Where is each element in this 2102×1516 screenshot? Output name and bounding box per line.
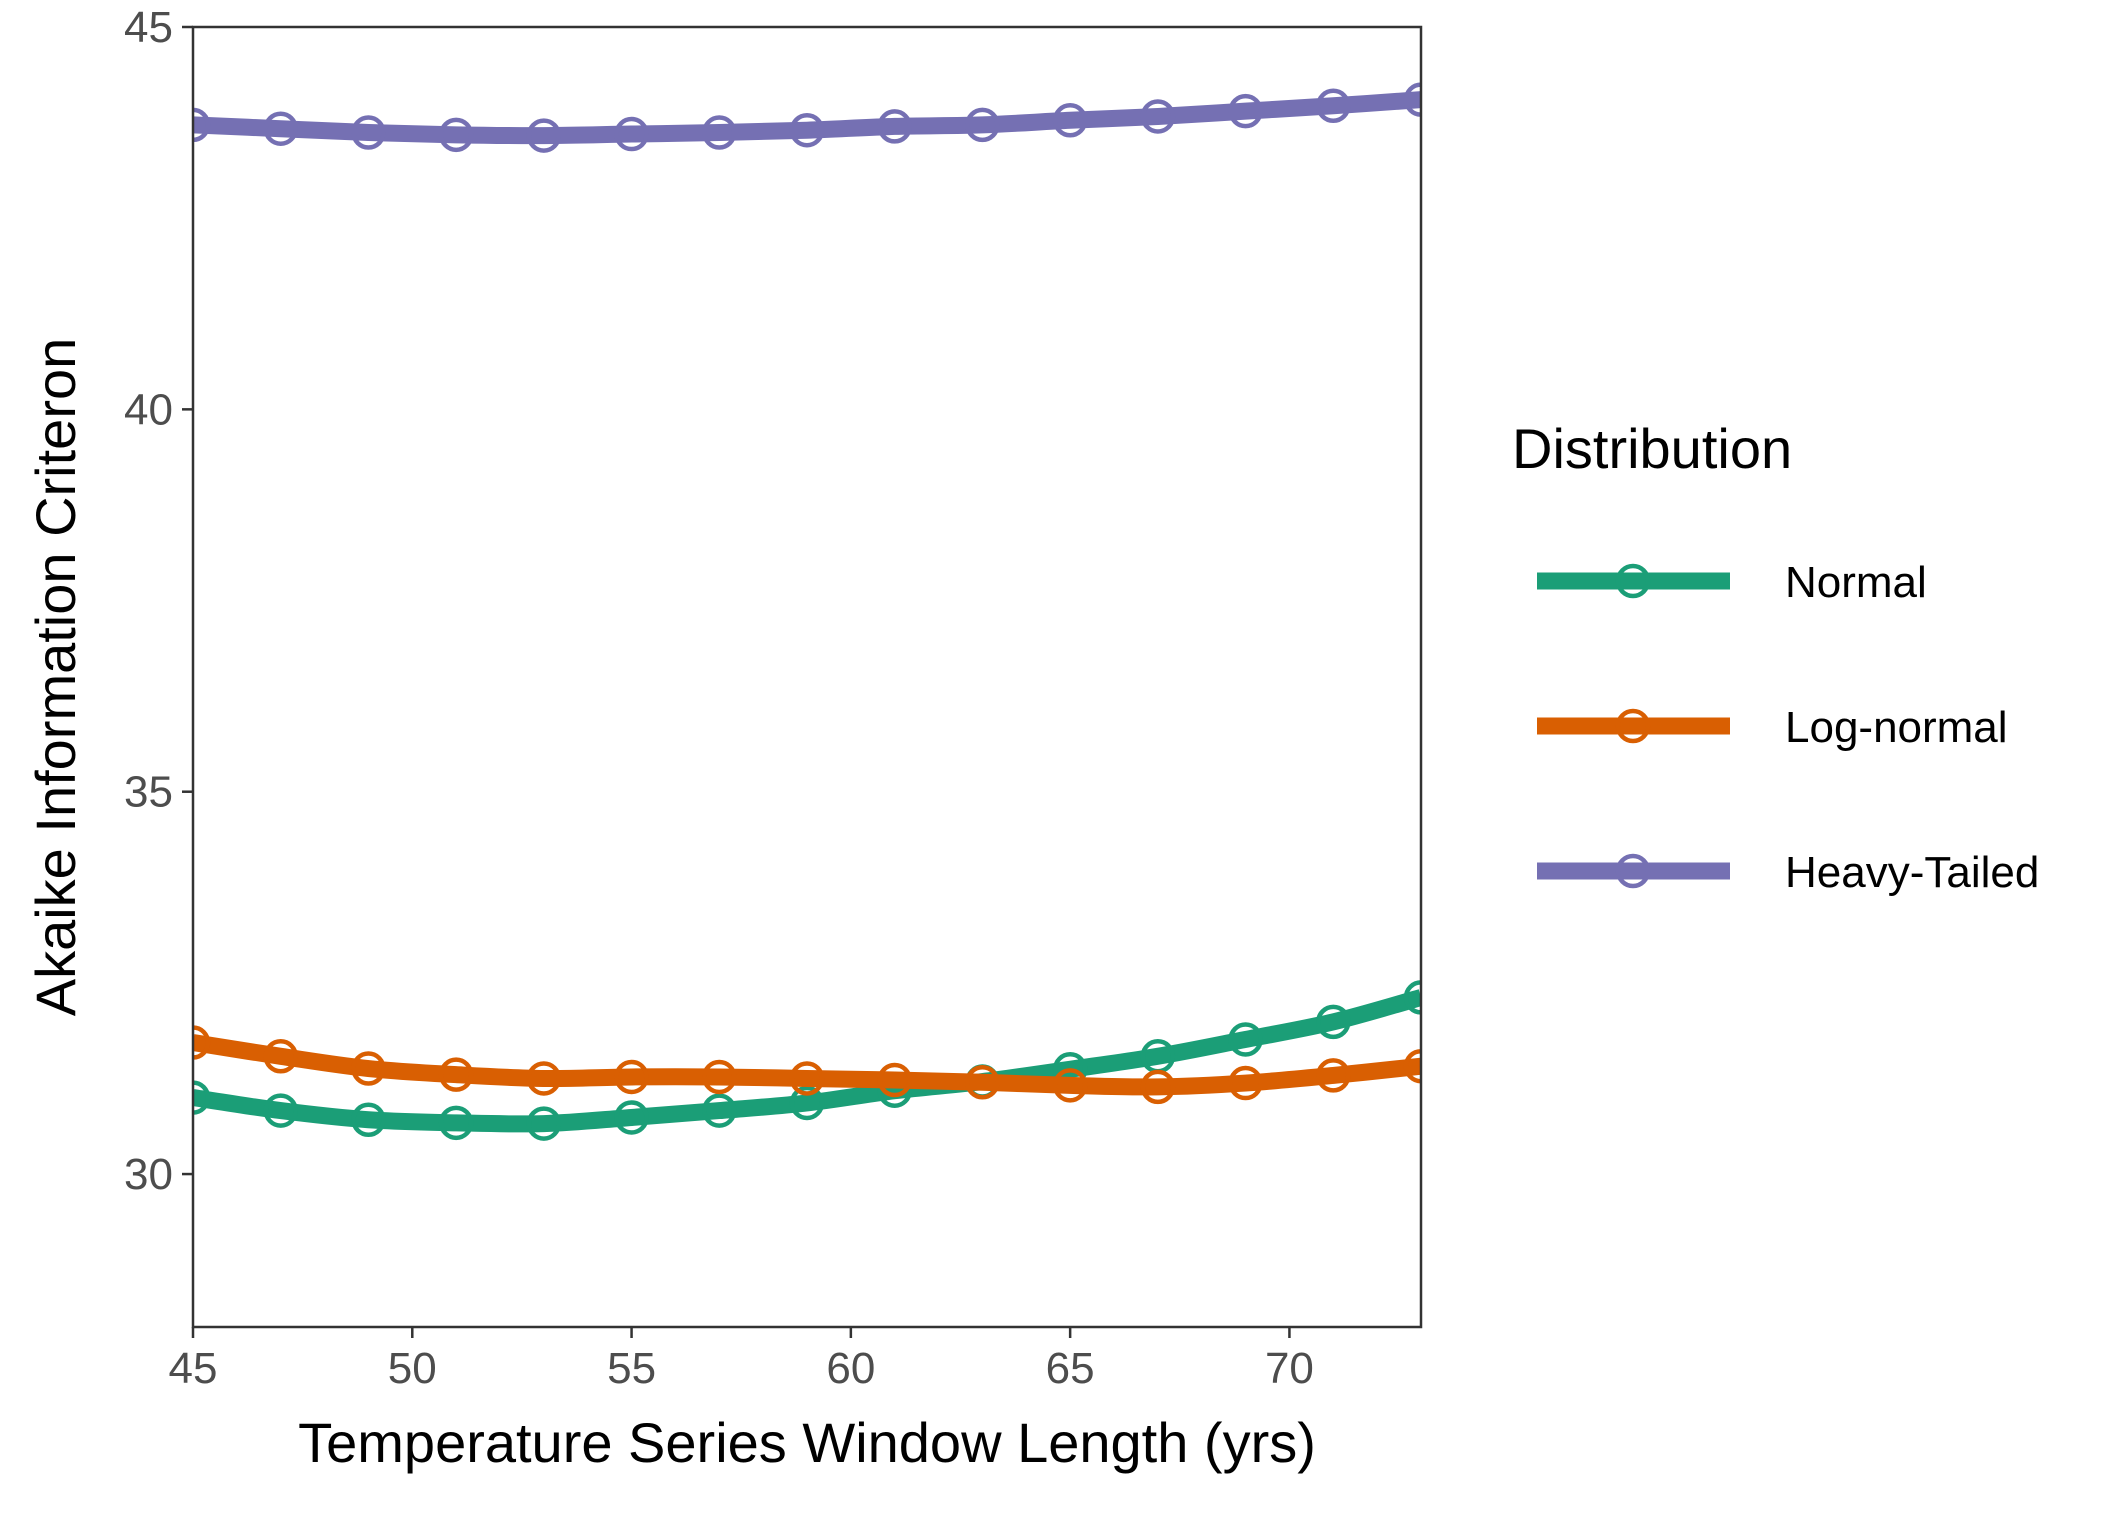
legend-label-heavy-tailed: Heavy-Tailed: [1785, 848, 2039, 897]
data-point-normal-59: [789, 1085, 825, 1121]
legend-item-log-normal: Log-normal: [1537, 703, 2008, 752]
plot-marks: [193, 82, 1421, 1141]
data-point-log-normal-61: [877, 1062, 912, 1098]
data-point-normal-55: [614, 1100, 649, 1135]
data-point-log-normal-67: [1140, 1069, 1176, 1105]
data-point-log-normal-45: [193, 1025, 211, 1060]
x-tick-label-70: 70: [1265, 1344, 1314, 1393]
legend-item-normal: Normal: [1537, 558, 1927, 607]
data-point-log-normal-65: [1052, 1068, 1088, 1103]
data-point-heavy-tailed-61: [877, 109, 912, 144]
y-tick-label-40: 40: [124, 385, 173, 434]
data-point-log-normal-53: [526, 1061, 562, 1096]
y-tick-label-35: 35: [124, 768, 173, 817]
data-point-heavy-tailed-47: [263, 111, 298, 146]
data-point-heavy-tailed-45: [193, 107, 211, 143]
legend-label-log-normal: Log-normal: [1785, 703, 2008, 752]
series-line-heavy-tailed: [193, 91, 1421, 145]
legend: Distribution Normal Log-normal Heavy-Taile…: [1512, 417, 2039, 897]
data-point-log-normal-59: [789, 1061, 825, 1096]
plot-panel-border: [191, 25, 1423, 1329]
data-point-log-normal-49: [351, 1051, 386, 1086]
data-point-heavy-tailed-51: [438, 117, 474, 153]
x-tick-label-65: 65: [1046, 1344, 1095, 1393]
data-point-normal-73: [1403, 980, 1421, 1015]
data-point-log-normal-73: [1403, 1048, 1421, 1084]
data-point-heavy-tailed-59: [789, 112, 825, 148]
data-point-log-normal-55: [614, 1059, 649, 1095]
data-point-log-normal-63: [965, 1065, 1000, 1100]
data-point-heavy-tailed-55: [614, 116, 649, 152]
data-point-log-normal-71: [1316, 1058, 1351, 1093]
data-point-heavy-tailed-65: [1052, 103, 1088, 138]
data-point-normal-45: [193, 1080, 211, 1115]
data-point-log-normal-51: [438, 1057, 474, 1092]
data-point-normal-53: [526, 1106, 562, 1141]
series-log-normal: [193, 1025, 1421, 1105]
y-tick-label-45: 45: [124, 3, 173, 52]
x-tick-label-50: 50: [388, 1344, 437, 1393]
data-point-normal-71: [1316, 1004, 1351, 1040]
legend-key-point-log-normal: [1615, 708, 1651, 744]
x-tick-label-55: 55: [607, 1344, 656, 1393]
data-point-heavy-tailed-53: [526, 118, 562, 153]
legend-title: Distribution: [1512, 417, 1792, 480]
series-line-log-normal: [193, 1034, 1421, 1096]
legend-label-normal: Normal: [1785, 558, 1927, 607]
data-point-heavy-tailed-67: [1140, 99, 1176, 134]
y-tick-label-30: 30: [124, 1150, 173, 1199]
x-tick-label-45: 45: [169, 1344, 218, 1393]
data-point-heavy-tailed-71: [1316, 88, 1351, 124]
data-point-log-normal-69: [1228, 1065, 1263, 1101]
data-point-normal-51: [438, 1105, 474, 1141]
legend-key-point-heavy-tailed: [1615, 853, 1651, 889]
data-point-log-normal-57: [702, 1059, 737, 1095]
data-point-heavy-tailed-69: [1228, 93, 1263, 129]
data-point-normal-47: [263, 1093, 298, 1128]
x-tick-label-60: 60: [826, 1344, 875, 1393]
y-axis-title: Akaike Information Criteron: [24, 338, 87, 1017]
series-heavy-tailed: [193, 82, 1421, 153]
legend-item-heavy-tailed: Heavy-Tailed: [1537, 848, 2039, 897]
data-point-heavy-tailed-73: [1403, 82, 1421, 117]
x-axis-title: Temperature Series Window Length (yrs): [298, 1411, 1316, 1474]
legend-key-point-normal: [1615, 563, 1651, 599]
data-point-heavy-tailed-49: [351, 115, 386, 150]
data-point-heavy-tailed-63: [965, 107, 1000, 143]
data-point-normal-57: [702, 1093, 737, 1128]
data-point-normal-69: [1228, 1022, 1263, 1057]
data-point-normal-49: [351, 1102, 386, 1138]
data-point-heavy-tailed-57: [702, 115, 737, 150]
data-point-log-normal-47: [263, 1039, 298, 1074]
series-line-normal: [193, 989, 1421, 1133]
axes: 30 35 40 45 45 50 55 60 65 70: [124, 3, 1314, 1393]
